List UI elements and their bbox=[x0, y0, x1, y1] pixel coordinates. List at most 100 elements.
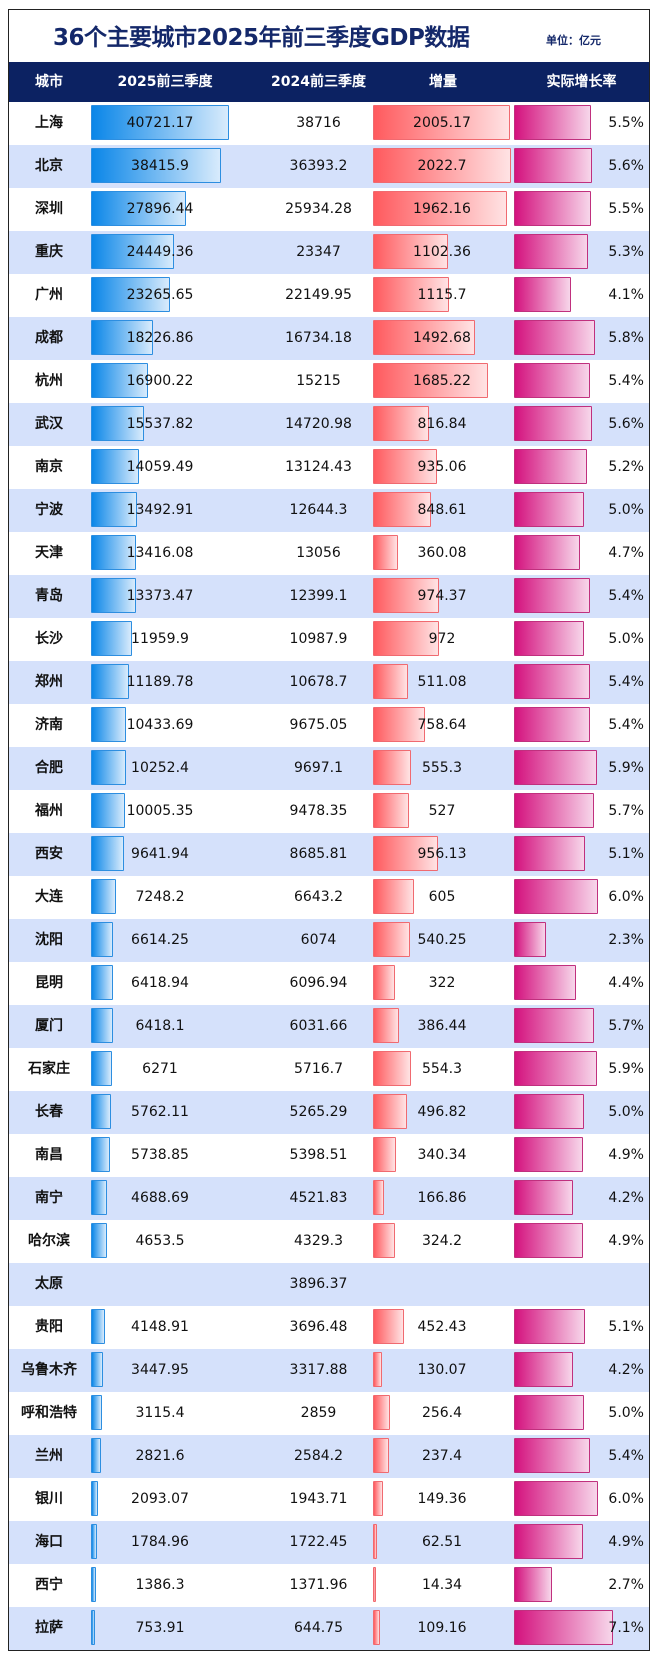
gdp-2025: 10252.4 bbox=[131, 760, 189, 776]
gdp-2025-bar bbox=[91, 1309, 106, 1344]
gdp-2025-bar bbox=[91, 191, 186, 226]
delta-bar bbox=[373, 750, 411, 785]
rate-bar bbox=[514, 1567, 552, 1602]
gdp-2025: 40721.17 bbox=[126, 115, 194, 131]
gdp-2024: 3896.37 bbox=[289, 1276, 348, 1292]
delta-bar bbox=[373, 578, 440, 613]
gdp-2024: 3317.88 bbox=[289, 1362, 348, 1378]
city-name: 福州 bbox=[35, 803, 63, 819]
table-row: 郑州 11189.78 10678.7 511.08 5.4% bbox=[9, 661, 649, 704]
table-row: 哈尔滨 4653.5 4329.3 324.2 4.9% bbox=[9, 1220, 649, 1263]
gdp-delta: 605 bbox=[428, 889, 456, 905]
gdp-2025: 6271 bbox=[142, 1061, 178, 1077]
gdp-2025-bar bbox=[91, 664, 129, 699]
delta-bar bbox=[373, 191, 507, 226]
table-row: 西安 9641.94 8685.81 956.13 5.1% bbox=[9, 833, 649, 876]
gdp-2025: 3115.4 bbox=[135, 1405, 185, 1421]
growth-rate: 4.9% bbox=[608, 1534, 644, 1550]
gdp-2024: 23347 bbox=[296, 244, 341, 260]
city-name: 宁波 bbox=[35, 502, 63, 518]
delta-bar bbox=[373, 1223, 396, 1258]
table-row: 太原 3896.37 bbox=[9, 1263, 649, 1306]
gdp-2025: 9641.94 bbox=[131, 846, 189, 862]
gdp-delta: 527 bbox=[428, 803, 456, 819]
delta-bar bbox=[373, 664, 408, 699]
growth-rate: 2.7% bbox=[608, 1577, 644, 1593]
gdp-2025: 10433.69 bbox=[126, 717, 194, 733]
growth-rate: 4.2% bbox=[608, 1190, 644, 1206]
rate-bar bbox=[514, 234, 589, 269]
rate-bar bbox=[514, 621, 584, 656]
table-row: 昆明 6418.94 6096.94 322 4.4% bbox=[9, 962, 649, 1005]
gdp-2025: 2093.07 bbox=[131, 1491, 189, 1507]
growth-rate: 5.4% bbox=[608, 588, 644, 604]
city-name: 重庆 bbox=[35, 244, 63, 260]
growth-rate: 5.4% bbox=[608, 1448, 644, 1464]
gdp-2025-bar bbox=[91, 578, 137, 613]
city-name: 深圳 bbox=[35, 201, 63, 217]
delta-bar bbox=[373, 1524, 378, 1559]
growth-rate: 6.0% bbox=[608, 889, 644, 905]
table-row: 厦门 6418.1 6031.66 386.44 5.7% bbox=[9, 1005, 649, 1048]
rate-bar bbox=[514, 191, 591, 226]
gdp-2025: 23265.65 bbox=[126, 287, 194, 303]
growth-rate: 5.5% bbox=[608, 201, 644, 217]
rate-bar bbox=[514, 707, 590, 742]
table-row: 长春 5762.11 5265.29 496.82 5.0% bbox=[9, 1091, 649, 1134]
table-row: 沈阳 6614.25 6074 540.25 2.3% bbox=[9, 919, 649, 962]
gdp-2025-bar bbox=[91, 879, 116, 914]
delta-bar bbox=[373, 707, 425, 742]
gdp-2025-bar bbox=[91, 707, 127, 742]
rate-bar bbox=[514, 750, 597, 785]
gdp-2025: 753.91 bbox=[135, 1620, 185, 1636]
gdp-2024: 6096.94 bbox=[289, 975, 348, 991]
delta-bar bbox=[373, 320, 475, 355]
rate-bar bbox=[514, 320, 596, 355]
gdp-2025: 24449.36 bbox=[126, 244, 194, 260]
rate-bar bbox=[514, 1137, 583, 1172]
growth-rate: 5.9% bbox=[608, 760, 644, 776]
delta-bar bbox=[373, 1352, 382, 1387]
city-name: 南昌 bbox=[35, 1147, 63, 1163]
gdp-delta: 1962.16 bbox=[413, 201, 471, 217]
gdp-2025: 27896.44 bbox=[126, 201, 194, 217]
table-row: 北京 38415.9 36393.2 2022.7 5.6% bbox=[9, 145, 649, 188]
gdp-2025: 14059.49 bbox=[126, 459, 194, 475]
gdp-2024: 10678.7 bbox=[289, 674, 348, 690]
city-name: 长春 bbox=[35, 1104, 63, 1120]
table-row: 天津 13416.08 13056 360.08 4.7% bbox=[9, 532, 649, 575]
rate-bar bbox=[514, 1438, 590, 1473]
gdp-2025-bar bbox=[91, 148, 222, 183]
city-name: 南京 bbox=[35, 459, 63, 475]
city-name: 银川 bbox=[35, 1491, 63, 1507]
city-name: 西安 bbox=[35, 846, 63, 862]
city-name: 南宁 bbox=[35, 1190, 63, 1206]
gdp-2025: 11959.9 bbox=[131, 631, 189, 647]
gdp-delta: 848.61 bbox=[417, 502, 467, 518]
rate-bar bbox=[514, 922, 547, 957]
gdp-2025: 1386.3 bbox=[135, 1577, 185, 1593]
gdp-delta: 972 bbox=[428, 631, 456, 647]
delta-bar bbox=[373, 105, 510, 140]
table-row: 南京 14059.49 13124.43 935.06 5.2% bbox=[9, 446, 649, 489]
gdp-2025-bar bbox=[91, 1610, 95, 1645]
growth-rate: 4.9% bbox=[608, 1147, 644, 1163]
delta-bar bbox=[373, 1438, 390, 1473]
rate-bar bbox=[514, 1309, 586, 1344]
city-name: 合肥 bbox=[35, 760, 63, 776]
gdp-delta: 256.4 bbox=[421, 1405, 463, 1421]
rate-bar bbox=[514, 1610, 614, 1645]
gdp-2024: 6074 bbox=[300, 932, 337, 948]
city-name: 青岛 bbox=[35, 588, 63, 604]
delta-bar bbox=[373, 1094, 407, 1129]
gdp-2024: 12399.1 bbox=[289, 588, 348, 604]
gdp-delta: 149.36 bbox=[417, 1491, 467, 1507]
gdp-2025: 11189.78 bbox=[126, 674, 194, 690]
gdp-2025: 10005.35 bbox=[126, 803, 194, 819]
gdp-2025-bar bbox=[91, 621, 132, 656]
gdp-2024: 2584.2 bbox=[294, 1448, 343, 1464]
growth-rate: 5.0% bbox=[608, 1104, 644, 1120]
growth-rate: 5.6% bbox=[608, 158, 644, 174]
growth-rate: 5.8% bbox=[608, 330, 644, 346]
gdp-delta: 1102.36 bbox=[413, 244, 471, 260]
